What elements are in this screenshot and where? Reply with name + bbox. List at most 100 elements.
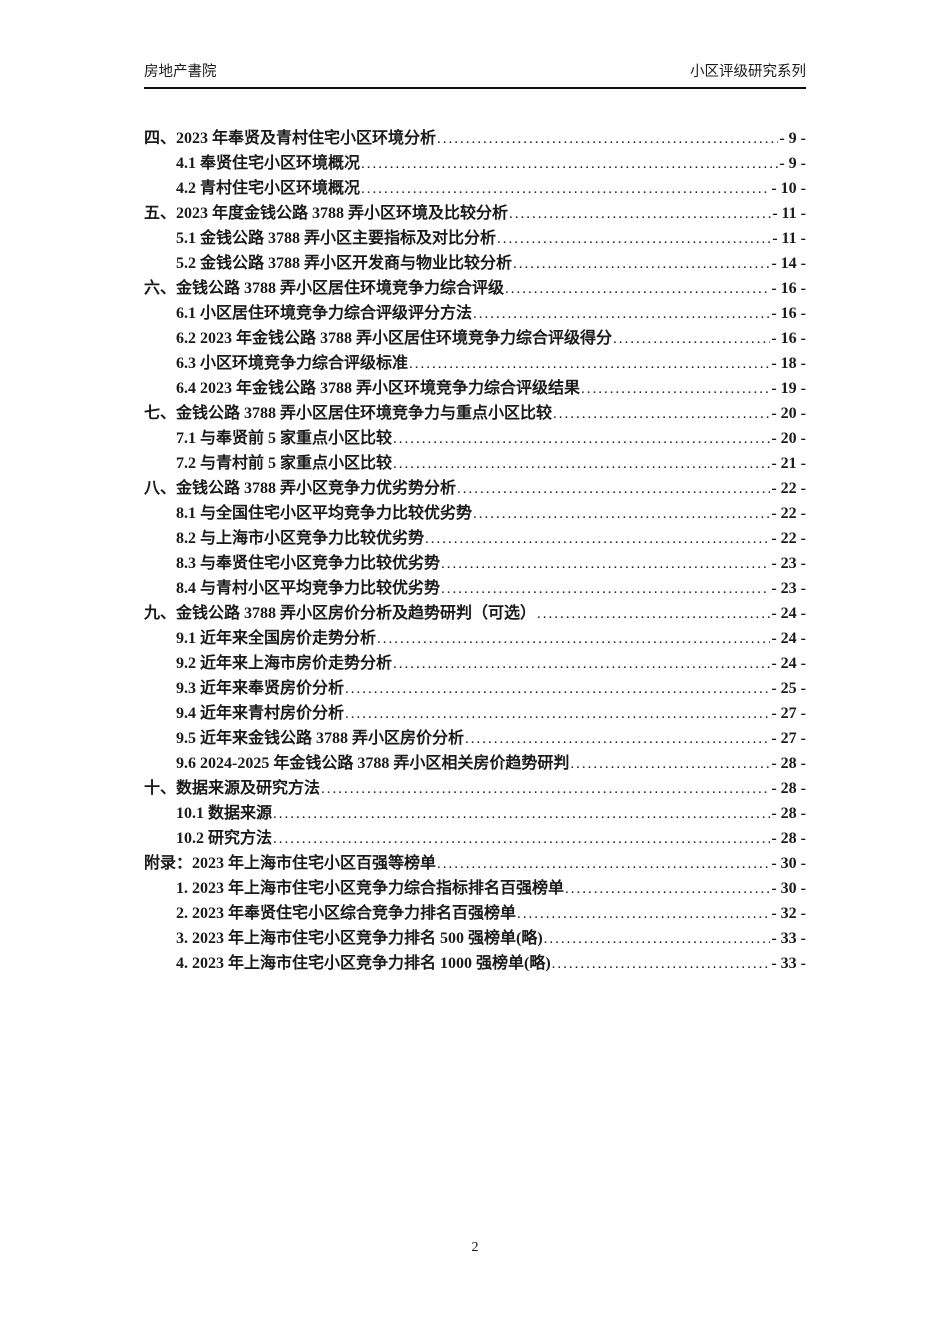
- toc-entry[interactable]: 9.1 近年来全国房价走势分析 - 24 -: [144, 626, 806, 651]
- toc-entry-label: 5.1 金钱公路 3788 弄小区主要指标及对比分析: [176, 230, 497, 247]
- toc-entry-page: - 22 -: [771, 505, 806, 522]
- toc-entry[interactable]: 4. 2023 年上海市住宅小区竞争力排名 1000 强榜单(略) - 33 -: [144, 951, 806, 976]
- toc-entry-page: - 24 -: [771, 605, 806, 622]
- toc-entry-label: 5.2 金钱公路 3788 弄小区开发商与物业比较分析: [176, 255, 513, 272]
- toc-entry-label: 9.6 2024-2025 年金钱公路 3788 弄小区相关房价趋势研判: [176, 755, 570, 772]
- toc-entry-label: 附录：2023 年上海市住宅小区百强等榜单: [144, 855, 437, 872]
- toc-entry-label: 七、金钱公路 3788 弄小区居住环境竞争力与重点小区比较: [144, 405, 553, 422]
- toc-dot-leader: [441, 552, 770, 577]
- toc-dot-leader: [509, 202, 771, 227]
- toc-entry[interactable]: 2. 2023 年奉贤住宅小区综合竞争力排名百强榜单 - 32 -: [144, 901, 806, 926]
- toc-entry-label: 3. 2023 年上海市住宅小区竞争力排名 500 强榜单(略): [176, 930, 543, 947]
- toc-entry[interactable]: 9.3 近年来奉贤房价分析 - 25 -: [144, 676, 806, 701]
- toc-entry-page: - 19 -: [771, 380, 806, 397]
- table-of-contents: 四、2023 年奉贤及青村住宅小区环境分析- 9 -4.1 奉贤住宅小区环境概况…: [144, 126, 806, 976]
- page-content: 房地产書院 小区评级研究系列 四、2023 年奉贤及青村住宅小区环境分析 - 9 …: [144, 62, 806, 976]
- toc-dot-leader: [473, 502, 770, 527]
- toc-dot-leader: [565, 877, 770, 902]
- toc-entry[interactable]: 7.1 与奉贤前 5 家重点小区比较 - 20 -: [144, 426, 806, 451]
- toc-entry-page: - 33 -: [771, 955, 806, 972]
- toc-entry-label: 9.1 近年来全国房价走势分析: [176, 630, 377, 647]
- toc-entry[interactable]: 7.2 与青村前 5 家重点小区比较 - 21 -: [144, 451, 806, 476]
- header-right-series: 小区评级研究系列: [690, 64, 806, 80]
- toc-entry-page: - 23 -: [771, 555, 806, 572]
- toc-dot-leader: [321, 777, 770, 802]
- toc-entry-page: - 14 -: [771, 255, 806, 272]
- toc-entry[interactable]: 9.5 近年来金钱公路 3788 弄小区房价分析 - 27 -: [144, 726, 806, 751]
- toc-entry[interactable]: 七、金钱公路 3788 弄小区居住环境竞争力与重点小区比较 - 20 -: [144, 401, 806, 426]
- toc-entry[interactable]: 10.2 研究方法 - 28 -: [144, 826, 806, 851]
- toc-entry-page: - 16 -: [771, 305, 806, 322]
- toc-dot-leader: [345, 677, 770, 702]
- page-header: 房地产書院 小区评级研究系列: [144, 62, 806, 89]
- toc-entry[interactable]: 6.2 2023 年金钱公路 3788 弄小区居住环境竞争力综合评级得分 - 16…: [144, 326, 806, 351]
- toc-entry-label: 4.2 青村住宅小区环境概况: [176, 180, 361, 197]
- toc-entry[interactable]: 4.2 青村住宅小区环境概况 - 10 -: [144, 176, 806, 201]
- toc-entry[interactable]: 十、数据来源及研究方法 - 28 -: [144, 776, 806, 801]
- toc-entry[interactable]: 四、2023 年奉贤及青村住宅小区环境分析 - 9 -: [144, 126, 806, 151]
- toc-entry[interactable]: 五、2023 年度金钱公路 3788 弄小区环境及比较分析 - 11 -: [144, 201, 806, 226]
- toc-entry[interactable]: 5.1 金钱公路 3788 弄小区主要指标及对比分析 - 11 -: [144, 226, 806, 251]
- toc-entry[interactable]: 附录：2023 年上海市住宅小区百强等榜单 - 30 -: [144, 851, 806, 876]
- toc-entry[interactable]: 8.1 与全国住宅小区平均竞争力比较优劣势 - 22 -: [144, 501, 806, 526]
- toc-dot-leader: [497, 227, 771, 252]
- toc-entry-label: 9.5 近年来金钱公路 3788 弄小区房价分析: [176, 730, 465, 747]
- toc-entry-label: 10.2 研究方法: [176, 830, 273, 847]
- toc-entry-label: 9.2 近年来上海市房价走势分析: [176, 655, 393, 672]
- toc-dot-leader: [273, 802, 770, 827]
- toc-dot-leader: [581, 377, 770, 402]
- toc-entry-page: - 16 -: [771, 280, 806, 297]
- toc-entry-label: 6.3 小区环境竞争力综合评级标准: [176, 355, 409, 372]
- toc-entry[interactable]: 3. 2023 年上海市住宅小区竞争力排名 500 强榜单(略) - 33 -: [144, 926, 806, 951]
- toc-entry-page: - 20 -: [771, 430, 806, 447]
- toc-dot-leader: [544, 927, 771, 952]
- toc-entry-label: 五、2023 年度金钱公路 3788 弄小区环境及比较分析: [144, 205, 509, 222]
- toc-entry-label: 10.1 数据来源: [176, 805, 273, 822]
- toc-entry[interactable]: 4.1 奉贤住宅小区环境概况 - 9 -: [144, 151, 806, 176]
- toc-entry-label: 8.4 与青村小区平均竞争力比较优劣势: [176, 580, 441, 597]
- toc-entry[interactable]: 8.2 与上海市小区竞争力比较优劣势 - 22 -: [144, 526, 806, 551]
- toc-entry-page: - 30 -: [771, 880, 806, 897]
- toc-entry-label: 6.2 2023 年金钱公路 3788 弄小区居住环境竞争力综合评级得分: [176, 330, 613, 347]
- toc-entry-page: - 23 -: [771, 580, 806, 597]
- toc-entry[interactable]: 5.2 金钱公路 3788 弄小区开发商与物业比较分析 - 14 -: [144, 251, 806, 276]
- toc-entry-label: 1. 2023 年上海市住宅小区竞争力综合指标排名百强榜单: [176, 880, 565, 897]
- toc-entry[interactable]: 1. 2023 年上海市住宅小区竞争力综合指标排名百强榜单 - 30 -: [144, 876, 806, 901]
- toc-entry-page: - 22 -: [771, 480, 806, 497]
- toc-entry-label: 9.4 近年来青村房价分析: [176, 705, 345, 722]
- toc-entry-label: 8.1 与全国住宅小区平均竞争力比较优劣势: [176, 505, 473, 522]
- toc-entry[interactable]: 九、金钱公路 3788 弄小区房价分析及趋势研判（可选） - 24 -: [144, 601, 806, 626]
- toc-dot-leader: [393, 452, 770, 477]
- toc-dot-leader: [377, 627, 770, 652]
- toc-entry[interactable]: 9.2 近年来上海市房价走势分析 - 24 -: [144, 651, 806, 676]
- toc-entry[interactable]: 8.3 与奉贤住宅小区竞争力比较优劣势 - 23 -: [144, 551, 806, 576]
- toc-entry-page: - 33 -: [771, 930, 806, 947]
- toc-entry-page: - 32 -: [771, 905, 806, 922]
- toc-entry-label: 八、金钱公路 3788 弄小区竞争力优劣势分析: [144, 480, 457, 497]
- toc-dot-leader: [553, 402, 770, 427]
- toc-entry-page: - 27 -: [771, 705, 806, 722]
- toc-entry[interactable]: 六、金钱公路 3788 弄小区居住环境竞争力综合评级 - 16 -: [144, 276, 806, 301]
- toc-entry[interactable]: 9.4 近年来青村房价分析 - 27 -: [144, 701, 806, 726]
- toc-entry[interactable]: 八、金钱公路 3788 弄小区竞争力优劣势分析 - 22 -: [144, 476, 806, 501]
- toc-entry[interactable]: 9.6 2024-2025 年金钱公路 3788 弄小区相关房价趋势研判 - 28…: [144, 751, 806, 776]
- toc-entry-label: 六、金钱公路 3788 弄小区居住环境竞争力综合评级: [144, 280, 505, 297]
- toc-entry-page: - 30 -: [771, 855, 806, 872]
- toc-entry[interactable]: 10.1 数据来源 - 28 -: [144, 801, 806, 826]
- toc-entry-label: 十、数据来源及研究方法: [144, 780, 321, 797]
- toc-dot-leader: [441, 577, 770, 602]
- toc-entry-label: 8.3 与奉贤住宅小区竞争力比较优劣势: [176, 555, 441, 572]
- toc-entry[interactable]: 8.4 与青村小区平均竞争力比较优劣势 - 23 -: [144, 576, 806, 601]
- toc-entry-page: - 22 -: [771, 530, 806, 547]
- toc-entry-page: - 11 -: [772, 205, 806, 222]
- toc-dot-leader: [361, 177, 770, 202]
- toc-entry[interactable]: 6.3 小区环境竞争力综合评级标准 - 18 -: [144, 351, 806, 376]
- toc-entry[interactable]: 6.1 小区居住环境竞争力综合评级评分方法 - 16 -: [144, 301, 806, 326]
- toc-entry[interactable]: 6.4 2023 年金钱公路 3788 弄小区环境竞争力综合评级结果 - 19 -: [144, 376, 806, 401]
- toc-entry-page: - 16 -: [771, 330, 806, 347]
- toc-dot-leader: [393, 652, 770, 677]
- page-number: 2: [471, 1240, 479, 1255]
- toc-entry-label: 6.4 2023 年金钱公路 3788 弄小区环境竞争力综合评级结果: [176, 380, 581, 397]
- toc-dot-leader: [393, 427, 770, 452]
- toc-entry-page: - 10 -: [771, 180, 806, 197]
